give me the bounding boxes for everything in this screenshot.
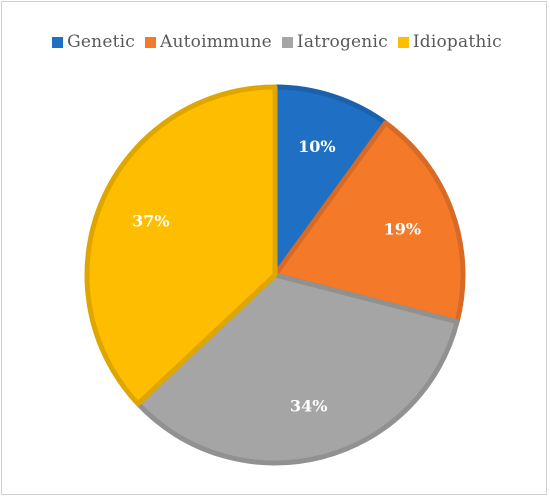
legend-item-genetic: Genetic — [52, 32, 135, 52]
legend-item-autoimmune: Autoimmune — [144, 32, 272, 52]
pie-slice-iatrogenic — [135, 272, 460, 466]
pie-label-autoimmune: 19% — [384, 220, 421, 239]
legend-label-autoimmune: Autoimmune — [159, 32, 272, 52]
legend-swatch-iatrogenic — [281, 36, 293, 48]
legend-swatch-genetic — [52, 36, 64, 48]
pie-labels: 10% 19% 34% 37% — [132, 137, 421, 416]
legend-label-genetic: Genetic — [67, 32, 135, 52]
legend-label-idiopathic: Idiopathic — [412, 32, 502, 52]
chart-legend: Genetic Autoimmune Iatrogenic Idiopathic — [2, 32, 550, 52]
legend-label-iatrogenic: Iatrogenic — [296, 32, 388, 52]
pie-slices — [84, 84, 466, 466]
pie-slice-genetic — [272, 84, 389, 278]
pie-label-idiopathic: 37% — [132, 212, 169, 231]
pie-label-iatrogenic: 34% — [290, 397, 327, 416]
legend-item-idiopathic: Idiopathic — [397, 32, 502, 52]
pie-slice-autoimmune — [272, 120, 466, 325]
legend-swatch-idiopathic — [397, 36, 409, 48]
pie-slice-idiopathic — [84, 84, 278, 407]
pie-label-genetic: 10% — [298, 137, 335, 156]
legend-item-iatrogenic: Iatrogenic — [281, 32, 388, 52]
legend-swatch-autoimmune — [144, 36, 156, 48]
